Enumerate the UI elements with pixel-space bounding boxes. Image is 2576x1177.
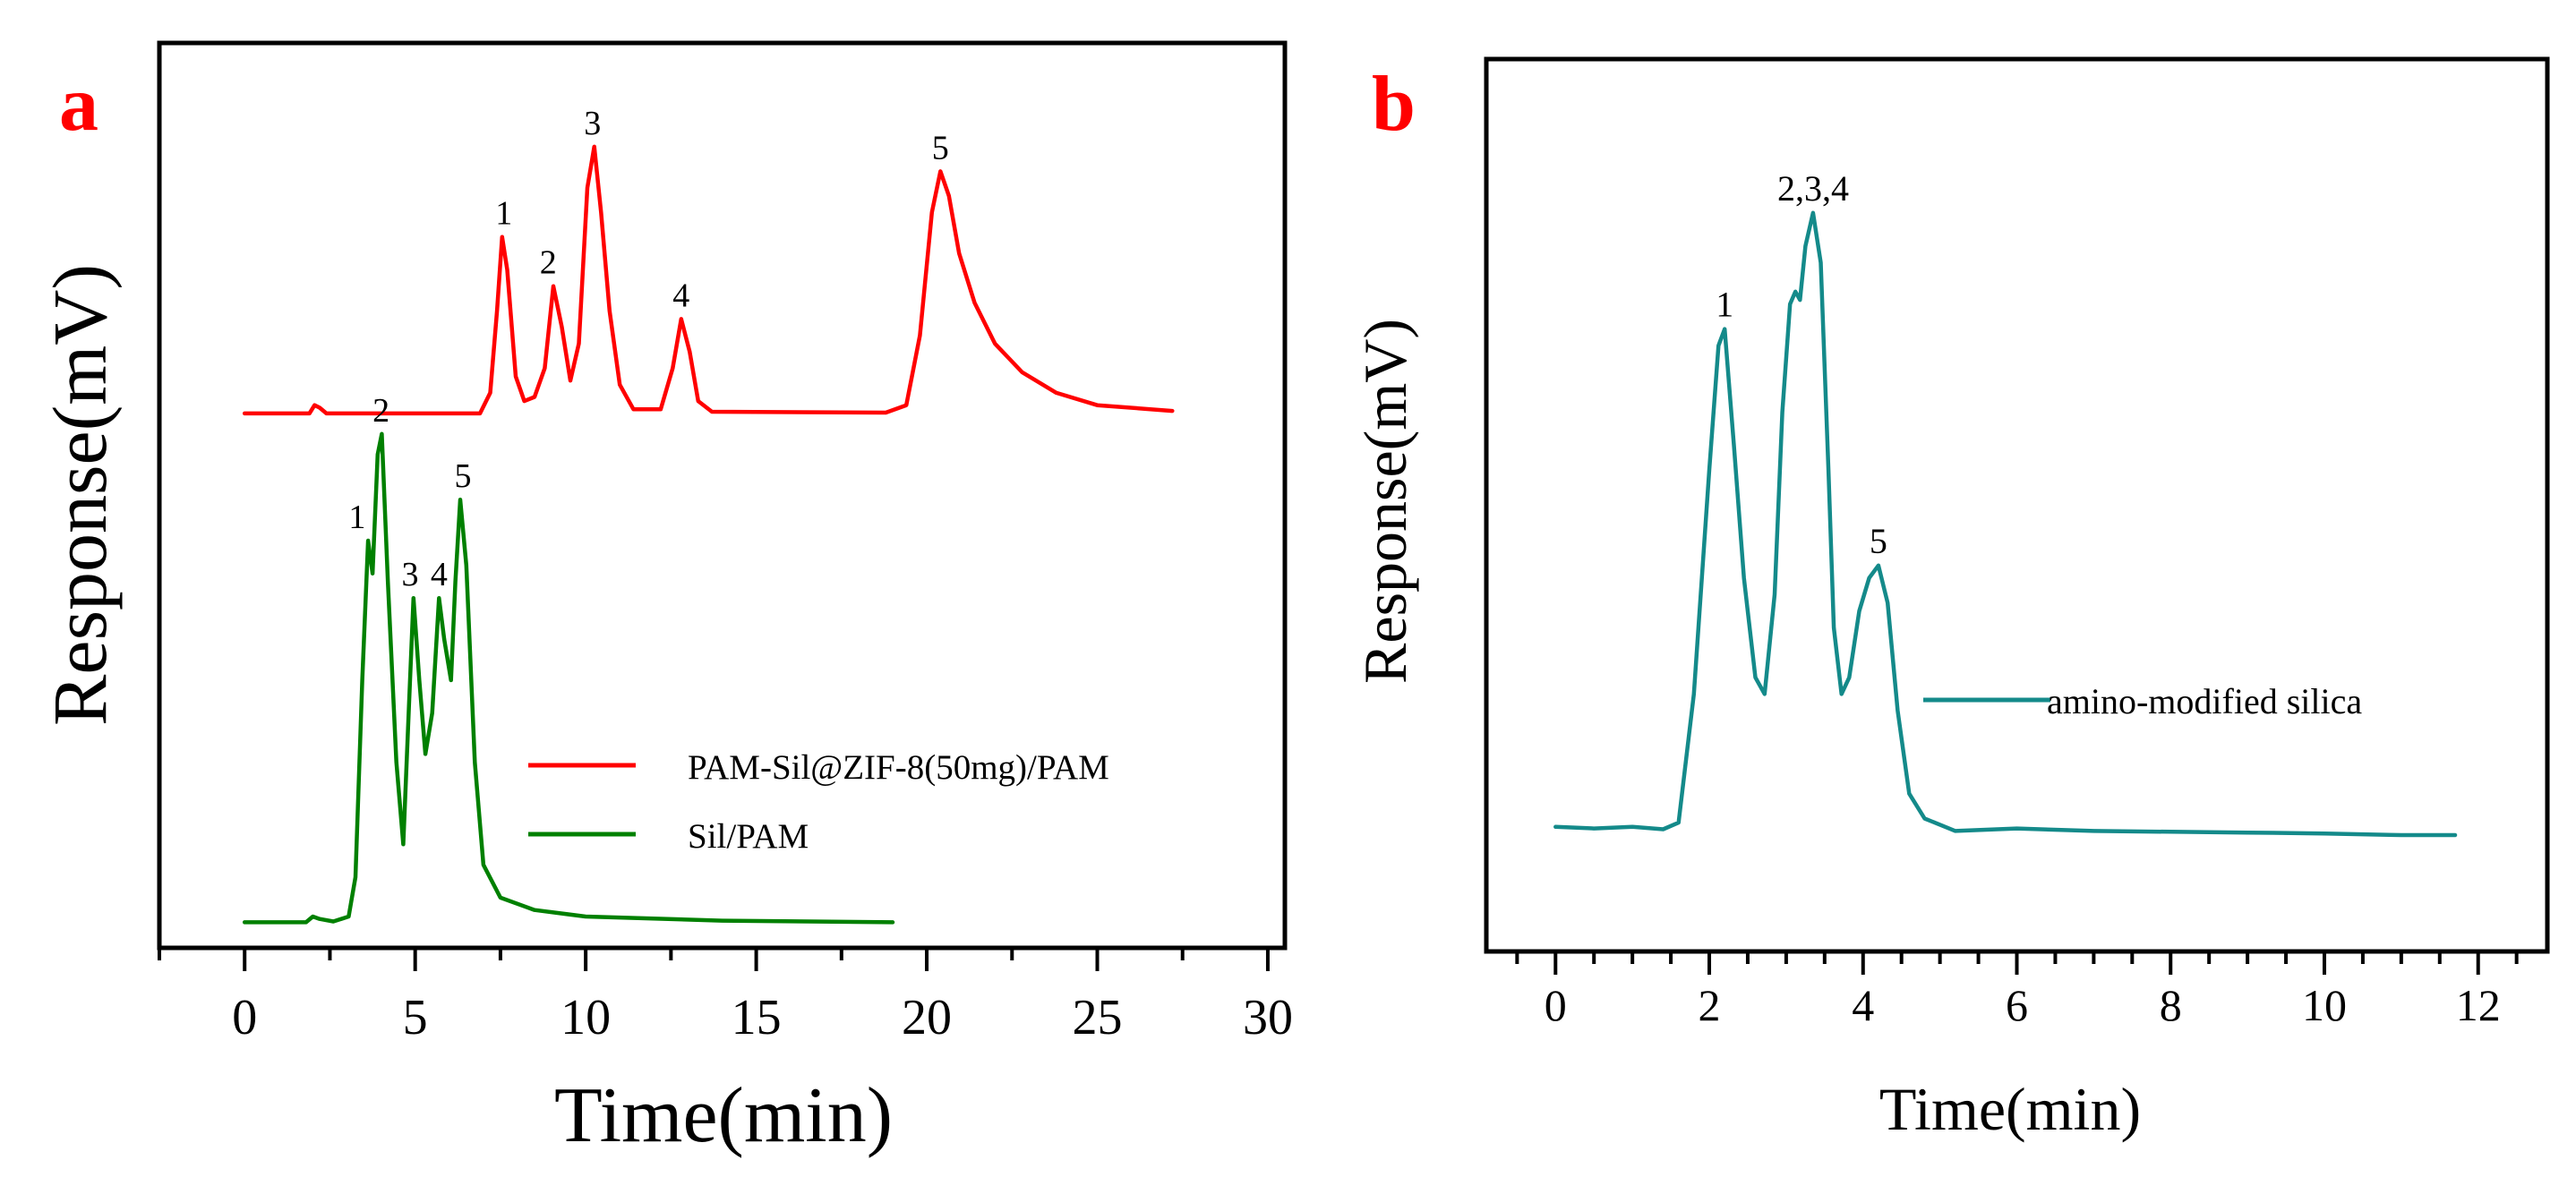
panel-a-x-tick-label: 5 [403, 990, 428, 1045]
panel-a-peak-label: 2 [372, 392, 389, 430]
panel-a-y-axis-title: Response(mV) [37, 264, 123, 726]
panel-b-x-tick-label: 0 [1545, 980, 1567, 1030]
panel-b: b 0 2 4 6 8 10 12 1 2,3,4 5 Time(min) Response(m… [1351, 56, 2550, 1143]
panel-a-x-tick-label: 10 [561, 990, 611, 1045]
panel-a-x-tick-label: 20 [902, 990, 952, 1045]
panel-a-peak-label: 1 [348, 499, 365, 536]
panel-a-x-axis: 0 5 10 15 20 25 30 [158, 948, 1293, 1045]
panel-a-plot-frame [157, 40, 1288, 951]
panel-a-peak-label: 5 [932, 129, 949, 166]
panel-a-x-tick-label: 0 [232, 990, 257, 1045]
panel-a-peak-label: 3 [584, 105, 601, 142]
panel-a-peak-label: 4 [431, 556, 448, 593]
panel-a-series-line-1 [242, 431, 895, 925]
panel-b-plot-frame [1484, 56, 2550, 954]
panel-b-y-axis-title: Response(mV) [1351, 319, 1419, 684]
panel-b-x-tick-label: 2 [1699, 980, 1721, 1030]
panel-a-peak-label: 4 [672, 277, 689, 314]
panel-a-peak-label: 5 [455, 457, 472, 495]
panel-a-peak-label: 2 [540, 244, 557, 282]
panel-a-x-axis-title: Time(min) [554, 1072, 893, 1159]
panel-b-x-tick-label: 4 [1852, 980, 1874, 1030]
panel-a-legend: PAM-Sil@ZIF-8(50mg)/PAM Sil/PAM [528, 748, 1109, 856]
panel-b-x-axis: 0 2 4 6 8 10 12 [1515, 951, 2519, 1030]
panel-b-peak-labels: 1 2,3,4 5 [1716, 168, 1887, 561]
panel-b-peak-label: 2,3,4 [1777, 168, 1849, 209]
panel-a-letter: a [59, 61, 98, 148]
panel-b-letter: b [1372, 61, 1416, 148]
panel-a-series-line-0 [242, 144, 1175, 416]
panel-b-x-tick-label: 8 [2160, 980, 2182, 1030]
panel-b-x-tick-label: 6 [2006, 980, 2028, 1030]
panel-a-peak-label: 1 [495, 195, 512, 233]
panel-b-series-layer [1553, 210, 2458, 838]
panel-b-peak-label: 5 [1870, 521, 1887, 561]
legend-label-pam-sil-zif: PAM-Sil@ZIF-8(50mg)/PAM [688, 748, 1109, 787]
panel-b-series-line-0 [1553, 210, 2458, 838]
panel-b-x-tick-label: 10 [2302, 980, 2347, 1030]
panel-b-peak-label: 1 [1716, 285, 1733, 325]
panel-a-x-tick-label: 15 [732, 990, 782, 1045]
panel-a-series-layer [242, 144, 1175, 925]
panel-a-x-tick-label: 30 [1243, 990, 1293, 1045]
panel-b-x-axis-title: Time(min) [1879, 1075, 2141, 1143]
legend-label-amino-silica: amino-modified silica [2047, 681, 2362, 721]
panel-b-x-tick-label: 12 [2456, 980, 2501, 1030]
panel-a-peak-label: 3 [401, 556, 418, 593]
panel-a-x-tick-label: 25 [1073, 990, 1123, 1045]
panel-b-legend: amino-modified silica [1923, 681, 2362, 721]
legend-label-sil-pam: Sil/PAM [688, 817, 809, 856]
